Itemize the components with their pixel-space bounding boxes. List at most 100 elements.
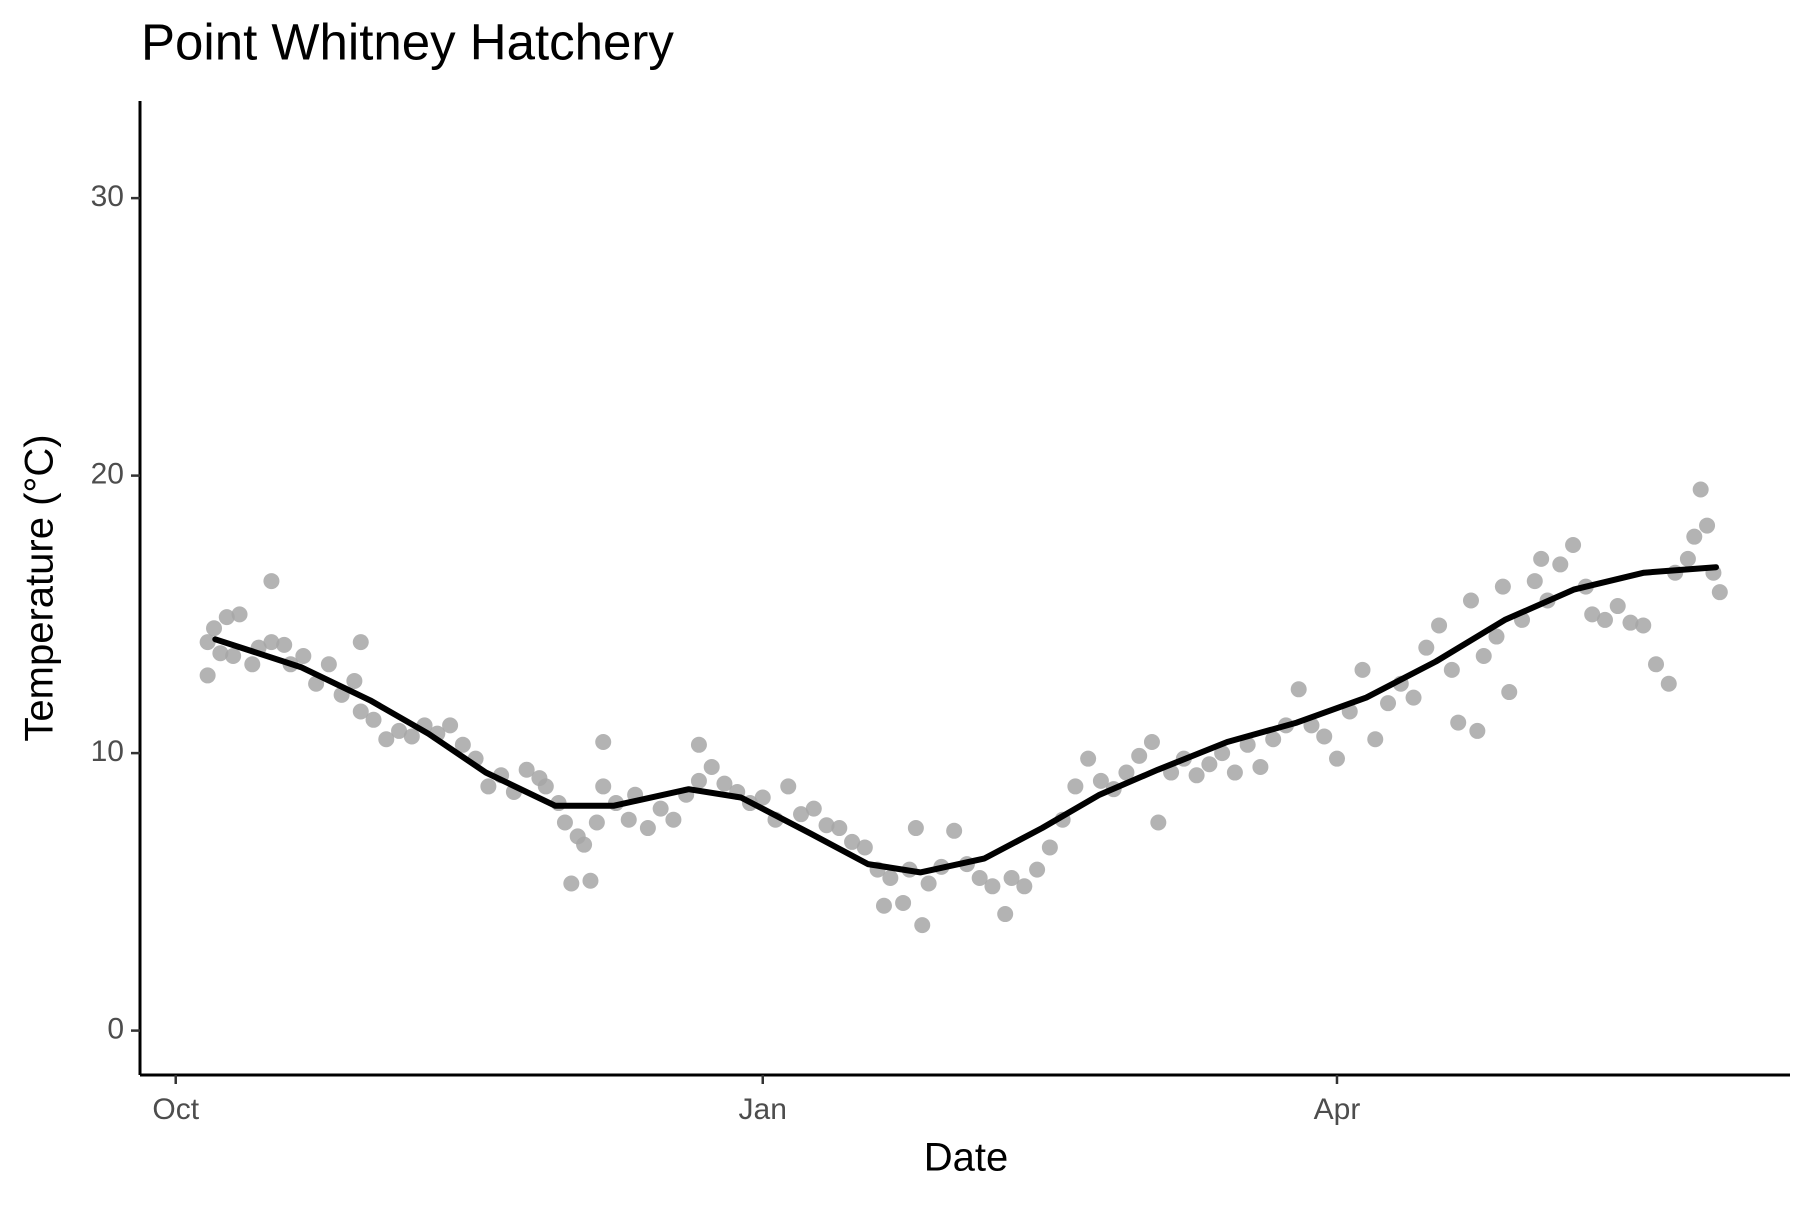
data-point [1316, 728, 1333, 745]
data-point [582, 872, 599, 889]
data-point [346, 672, 363, 689]
data-point [537, 778, 554, 795]
data-point [665, 811, 682, 828]
data-point [920, 875, 937, 892]
data-point [199, 667, 216, 684]
data-point [914, 917, 931, 934]
data-point [1367, 731, 1384, 748]
data-point [1328, 750, 1345, 767]
data-point [263, 573, 280, 590]
data-point [971, 869, 988, 886]
data-point [895, 894, 912, 911]
data-point [1679, 550, 1696, 567]
data-point [1686, 528, 1703, 545]
data-point [1067, 778, 1084, 795]
data-point [556, 814, 573, 831]
data-point [454, 736, 471, 753]
data-point [1526, 573, 1543, 590]
data-point [793, 806, 810, 823]
data-point [1201, 756, 1218, 773]
data-point [1131, 747, 1148, 764]
data-point [1635, 617, 1652, 634]
data-point [576, 836, 593, 853]
data-point [1118, 764, 1135, 781]
data-point [844, 833, 861, 850]
data-point [805, 800, 822, 817]
data-point [997, 906, 1014, 923]
data-point [1265, 731, 1282, 748]
data-point [1609, 598, 1626, 615]
data-point [225, 647, 242, 664]
data-point [352, 634, 369, 651]
data-point [1252, 758, 1269, 775]
data-point [518, 761, 535, 778]
data-point [1239, 736, 1256, 753]
y-axis-title: Temperature (°C) [18, 434, 62, 741]
data-point [1290, 681, 1307, 698]
data-point [1418, 639, 1435, 656]
data-point [875, 897, 892, 914]
data-point [1405, 689, 1422, 706]
data-point [365, 711, 382, 728]
data-point [1488, 628, 1505, 645]
data-point [206, 620, 223, 637]
data-point [563, 875, 580, 892]
data-point [320, 656, 337, 673]
data-point [263, 634, 280, 651]
smooth-line [212, 564, 1719, 876]
data-point [1143, 734, 1160, 751]
data-point [212, 645, 229, 662]
data-point [391, 722, 408, 739]
y-tick-label: 20 [91, 458, 124, 491]
y-tick-label: 10 [91, 735, 124, 768]
data-point [595, 734, 612, 751]
data-point [1660, 675, 1677, 692]
data-point [1501, 684, 1518, 701]
data-point [1469, 722, 1486, 739]
data-point [1150, 814, 1167, 831]
data-point [1226, 764, 1243, 781]
data-point [984, 878, 1001, 895]
data-point [295, 647, 312, 664]
data-point [1092, 772, 1109, 789]
data-point [1450, 714, 1467, 731]
data-point [1552, 556, 1569, 573]
data-point [1354, 661, 1371, 678]
data-point [1188, 767, 1205, 784]
data-point [1431, 617, 1448, 634]
x-tick-label: Oct [152, 1093, 199, 1126]
data-point [1016, 878, 1033, 895]
data-point [882, 869, 899, 886]
x-tick-label: Jan [739, 1093, 787, 1126]
data-point [231, 606, 248, 623]
data-point [856, 839, 873, 856]
data-point [1003, 869, 1020, 886]
data-point [946, 822, 963, 839]
data-point [690, 772, 707, 789]
data-point [1699, 517, 1716, 534]
data-point [352, 703, 369, 720]
y-tick-label: 0 [107, 1013, 124, 1046]
data-point [1692, 481, 1709, 498]
x-tick-label: Apr [1314, 1093, 1361, 1126]
data-point [1596, 611, 1613, 628]
chart-title: Point Whitney Hatchery [141, 13, 674, 70]
y-tick-label: 30 [91, 180, 124, 213]
data-point [1380, 695, 1397, 712]
data-point [199, 634, 216, 651]
data-point [690, 736, 707, 753]
data-point [1214, 745, 1231, 762]
data-point [1041, 839, 1058, 856]
data-point [1565, 536, 1582, 553]
data-point [831, 820, 848, 837]
data-point [907, 820, 924, 837]
data-point [818, 817, 835, 834]
data-point [403, 728, 420, 745]
data-point [1475, 647, 1492, 664]
data-point [1462, 592, 1479, 609]
data-point [218, 609, 235, 626]
data-point [378, 731, 395, 748]
x-axis-title: Date [924, 1136, 1009, 1180]
data-point [480, 778, 497, 795]
